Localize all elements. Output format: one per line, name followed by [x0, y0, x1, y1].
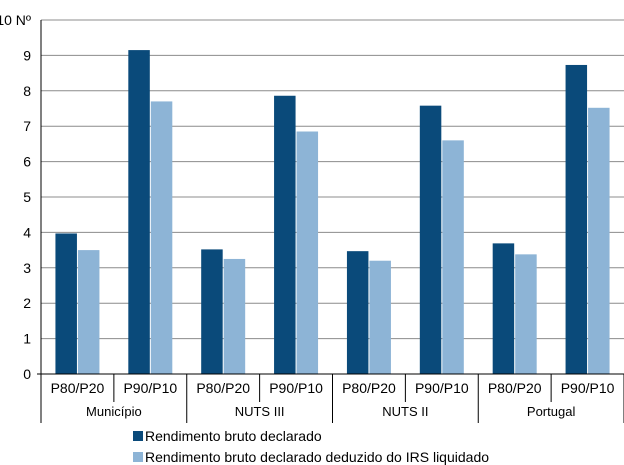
legend-label: Rendimento bruto declarado deduzido do I… [145, 449, 489, 465]
x-tick-label: P80/P20 [342, 380, 396, 396]
y-tick-label: 6 [23, 154, 31, 170]
x-tick-label: P90/P10 [415, 380, 469, 396]
bar [346, 251, 369, 374]
y-tick-label: 3 [23, 260, 31, 276]
bar [565, 64, 588, 374]
y-tick-label: 9 [23, 47, 31, 63]
legend-label: Rendimento bruto declarado [145, 428, 322, 444]
bar [442, 140, 464, 374]
legend-swatch [133, 431, 143, 441]
axes [37, 20, 624, 423]
bar [128, 50, 150, 375]
bar [55, 233, 77, 374]
y-tick-label: 8 [23, 83, 31, 99]
y-tick-label: 7 [23, 118, 31, 134]
bar [77, 250, 100, 374]
y-tick-label: 4 [23, 224, 31, 240]
x-tick-label: P90/P10 [123, 380, 177, 396]
y-tick-label: 0 [23, 366, 31, 382]
y-tick-label: 5 [23, 189, 31, 205]
bar [201, 249, 223, 374]
group-label: Município [86, 404, 142, 419]
bar [369, 260, 391, 374]
x-axis-labels: P80/P20 P90/P10 P80/P20 P90/P10 P80/P20 P90/P… [51, 380, 615, 419]
group-label: NUTS II [382, 404, 428, 419]
bar [296, 131, 319, 374]
bar [588, 107, 610, 375]
x-tick-label: P80/P20 [51, 380, 105, 396]
x-tick-label: P90/P10 [269, 380, 323, 396]
y-tick-label: 1 [23, 331, 31, 347]
y-tick-label: 2 [23, 295, 31, 311]
x-tick-label: P80/P20 [488, 380, 542, 396]
legend: Rendimento bruto declarado Rendimento bru… [133, 428, 489, 465]
bar [274, 95, 296, 375]
bar [419, 105, 442, 374]
bars [55, 50, 610, 375]
group-label: NUTS III [235, 404, 285, 419]
bar [515, 254, 537, 374]
x-tick-label: P90/P10 [561, 380, 615, 396]
group-label: Portugal [527, 404, 576, 419]
x-tick-label: P80/P20 [196, 380, 250, 396]
bar [223, 258, 246, 374]
bar [150, 101, 173, 375]
y-tick-label: 10 Nº [0, 12, 31, 28]
y-axis-ticks: 0 1 2 3 4 5 6 7 8 9 10 Nº [0, 12, 31, 382]
legend-swatch [133, 452, 143, 462]
bar [492, 243, 515, 374]
